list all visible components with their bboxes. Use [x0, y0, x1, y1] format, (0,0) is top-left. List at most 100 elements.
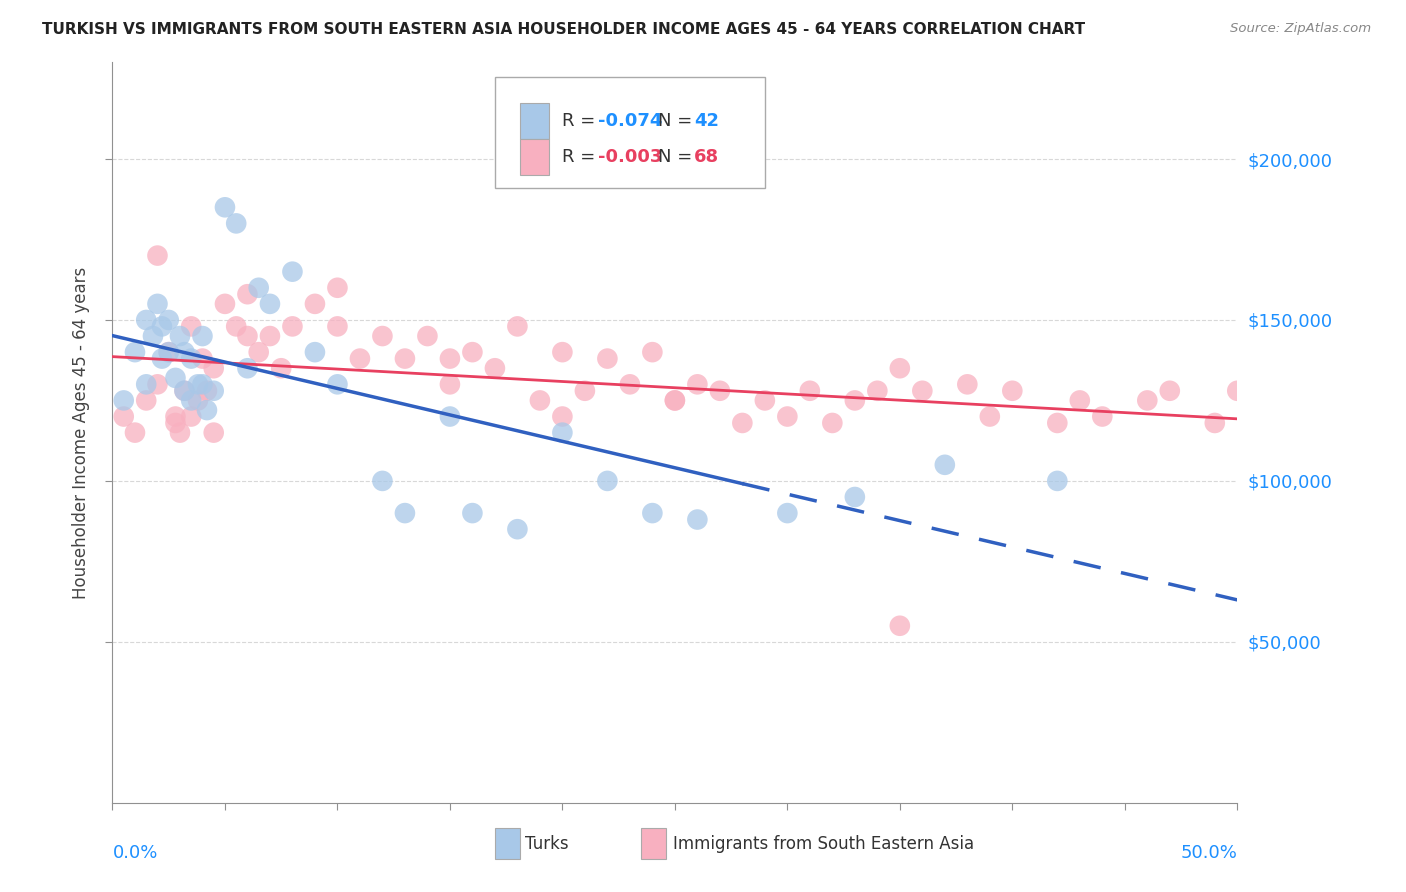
Text: Immigrants from South Eastern Asia: Immigrants from South Eastern Asia	[672, 835, 974, 853]
Point	[259, 297, 281, 311]
Point	[180, 409, 202, 424]
Point	[124, 425, 146, 440]
Point	[1046, 474, 1069, 488]
Point	[641, 506, 664, 520]
Point	[169, 425, 191, 440]
Point	[394, 351, 416, 366]
FancyBboxPatch shape	[520, 103, 548, 139]
Point	[326, 281, 349, 295]
Point	[214, 200, 236, 214]
Point	[304, 297, 326, 311]
Point	[112, 393, 135, 408]
Point	[146, 377, 169, 392]
Point	[529, 393, 551, 408]
Point	[349, 351, 371, 366]
Point	[371, 329, 394, 343]
Point	[236, 329, 259, 343]
Point	[165, 416, 187, 430]
Point	[236, 287, 259, 301]
Point	[844, 393, 866, 408]
Point	[776, 409, 799, 424]
Point	[142, 329, 165, 343]
Point	[1136, 393, 1159, 408]
Point	[619, 377, 641, 392]
Point	[574, 384, 596, 398]
Point	[169, 329, 191, 343]
Point	[731, 416, 754, 430]
Point	[135, 393, 157, 408]
Point	[776, 506, 799, 520]
Point	[1091, 409, 1114, 424]
Point	[551, 409, 574, 424]
Point	[506, 522, 529, 536]
Point	[686, 377, 709, 392]
Point	[664, 393, 686, 408]
Point	[506, 319, 529, 334]
Point	[664, 393, 686, 408]
Point	[157, 345, 180, 359]
Point	[173, 384, 195, 398]
Point	[112, 409, 135, 424]
Point	[157, 313, 180, 327]
Point	[844, 490, 866, 504]
Point	[304, 345, 326, 359]
Point	[135, 313, 157, 327]
Point	[191, 329, 214, 343]
Point	[225, 319, 247, 334]
Text: Turks: Turks	[526, 835, 569, 853]
Point	[281, 265, 304, 279]
Point	[146, 249, 169, 263]
Point	[709, 384, 731, 398]
FancyBboxPatch shape	[495, 78, 765, 188]
Text: R =: R =	[562, 148, 602, 166]
Point	[165, 371, 187, 385]
FancyBboxPatch shape	[520, 139, 548, 175]
Text: 68: 68	[695, 148, 718, 166]
Point	[187, 377, 209, 392]
Point	[326, 319, 349, 334]
Point	[180, 351, 202, 366]
Text: -0.003: -0.003	[599, 148, 662, 166]
Point	[484, 361, 506, 376]
Point	[259, 329, 281, 343]
Point	[551, 425, 574, 440]
Point	[1204, 416, 1226, 430]
Point	[596, 351, 619, 366]
Point	[394, 506, 416, 520]
Point	[180, 319, 202, 334]
Point	[439, 351, 461, 366]
Point	[202, 425, 225, 440]
Point	[270, 361, 292, 376]
Point	[236, 361, 259, 376]
Point	[686, 512, 709, 526]
Point	[135, 377, 157, 392]
Point	[799, 384, 821, 398]
Point	[439, 377, 461, 392]
Point	[1226, 384, 1249, 398]
Point	[157, 345, 180, 359]
Point	[461, 345, 484, 359]
Point	[1159, 384, 1181, 398]
Point	[214, 297, 236, 311]
FancyBboxPatch shape	[495, 828, 520, 859]
Point	[150, 319, 173, 334]
Text: -0.074: -0.074	[599, 112, 662, 130]
Point	[191, 377, 214, 392]
Point	[191, 351, 214, 366]
Text: 0.0%: 0.0%	[112, 844, 157, 862]
Point	[889, 361, 911, 376]
Point	[202, 361, 225, 376]
Point	[247, 345, 270, 359]
Text: N =: N =	[658, 112, 697, 130]
Point	[866, 384, 889, 398]
Point	[173, 345, 195, 359]
Point	[551, 345, 574, 359]
Point	[1069, 393, 1091, 408]
Point	[247, 281, 270, 295]
Text: Source: ZipAtlas.com: Source: ZipAtlas.com	[1230, 22, 1371, 36]
Text: 50.0%: 50.0%	[1181, 844, 1237, 862]
Point	[326, 377, 349, 392]
Point	[371, 474, 394, 488]
FancyBboxPatch shape	[641, 828, 666, 859]
Y-axis label: Householder Income Ages 45 - 64 years: Householder Income Ages 45 - 64 years	[72, 267, 90, 599]
